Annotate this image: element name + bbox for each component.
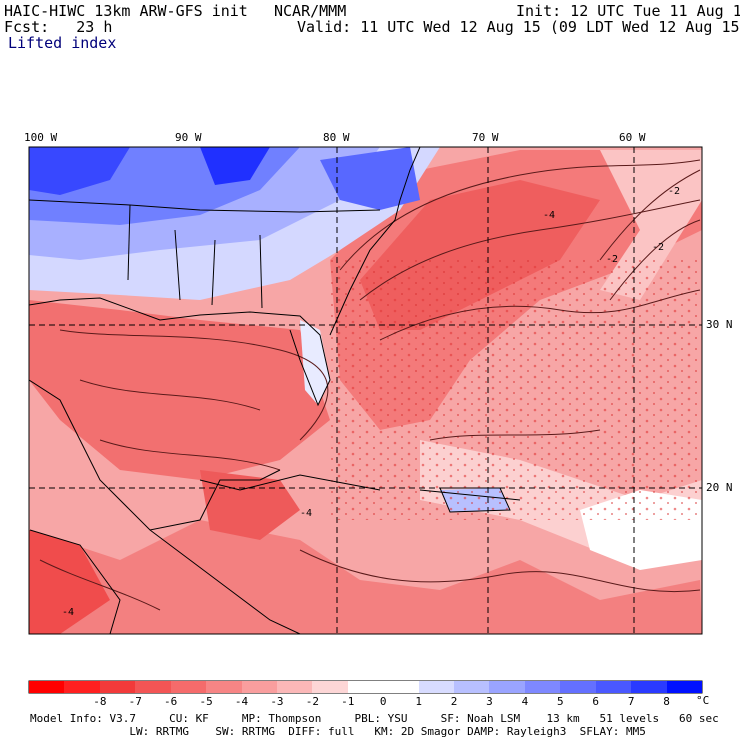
contour-label: -4 [300, 508, 312, 519]
convective-speckle [330, 260, 702, 520]
init-time: Init: 12 UTC Tue 11 Aug 15 [516, 2, 740, 20]
contour-label: -2 [668, 186, 680, 197]
colorbar-swatch [206, 681, 242, 693]
stable-core-great-lakes [200, 147, 270, 185]
lon-label-60w: 60 W [619, 131, 646, 144]
lon-label-90w: 90 W [175, 131, 202, 144]
lat-label-30n: 30 N [706, 318, 733, 331]
colorbar-swatch [99, 681, 136, 693]
model-info-line1: Model Info: V3.7 CU: KF MP: Thompson PBL… [30, 712, 719, 725]
contour-label: -2 [606, 254, 618, 265]
coastlines-borders [29, 147, 521, 634]
colorbar-swatch [347, 681, 384, 693]
colorbar-swatch [454, 681, 490, 693]
colorbar-tick-label: -7 [128, 695, 142, 708]
lon-label-100w: 100 W [24, 131, 58, 144]
model-title: HAIC-HIWC 13km ARW-GFS init [4, 2, 248, 20]
colorbar-tick-label: 3 [486, 695, 493, 708]
colorbar-tick-label: -1 [341, 695, 355, 708]
colorbar-tick-label: -5 [199, 695, 213, 708]
lon-label-80w: 80 W [323, 131, 350, 144]
model-info-line2: LW: RRTMG SW: RRTMG DIFF: full KM: 2D Sm… [30, 725, 646, 738]
colorbar-tick-label: 6 [592, 695, 600, 708]
map-frame [28, 146, 703, 635]
contour-label: -4 [543, 210, 555, 221]
colorbar-swatch [418, 681, 455, 693]
colorbar-tick-label: -6 [164, 695, 178, 708]
colorbar-swatch [524, 681, 561, 693]
colorbar-tick-label: 7 [627, 695, 635, 708]
colorbar-swatch [666, 681, 703, 693]
unstable-band-south [29, 520, 702, 634]
graticule [29, 147, 702, 634]
colorbar-swatch [560, 681, 597, 693]
valid-time: Valid: 11 UTC Wed 12 Aug 15 (09 LDT Wed … [297, 18, 740, 36]
colorbar-tick-label: 1 [415, 695, 422, 708]
colorbar-swatch [170, 681, 207, 693]
colorbar-tick-label: 0 [379, 695, 387, 708]
colorbar-swatch [135, 681, 172, 693]
forecast-hour: Fcst: 23 h [4, 18, 113, 36]
florida-pale [300, 320, 330, 405]
lon-label-70w: 70 W [472, 131, 499, 144]
organization-label: NCAR/MMM [274, 2, 347, 20]
colorbar-tick-label: 4 [521, 695, 529, 708]
colorbar-swatch [595, 681, 632, 693]
stable-core-north [29, 147, 130, 195]
colorbar-swatch [29, 681, 65, 693]
colorbar-tick-label: 8 [663, 695, 670, 708]
colorbar-swatch [276, 681, 313, 693]
colorbar-swatch [383, 681, 420, 693]
contour-label: -2 [652, 242, 664, 253]
colorbar-swatch [64, 681, 101, 693]
colorbar-tick-label: -4 [234, 695, 249, 708]
colorbar-tick-label: -2 [305, 695, 319, 708]
colorbar-unit: °C [696, 694, 710, 707]
contour-lines [39, 159, 701, 611]
colorbar-swatch [312, 681, 349, 693]
stable-patch-carolinas [320, 147, 420, 210]
colorbar-swatch [489, 681, 526, 693]
colorbar-tick-label: -8 [93, 695, 107, 708]
colorbar-tick-label: 2 [450, 695, 458, 708]
contour-label: -4 [62, 607, 74, 618]
lat-label-20n: 20 N [706, 481, 733, 494]
colorbar-tick-label: 5 [557, 695, 564, 708]
colorbar-swatch [631, 681, 668, 693]
colorbar-swatch [241, 681, 278, 693]
unstable-core-southwest [29, 530, 110, 634]
field-name: Lifted index [8, 34, 117, 52]
colorbar-tick-label: -3 [270, 695, 284, 708]
